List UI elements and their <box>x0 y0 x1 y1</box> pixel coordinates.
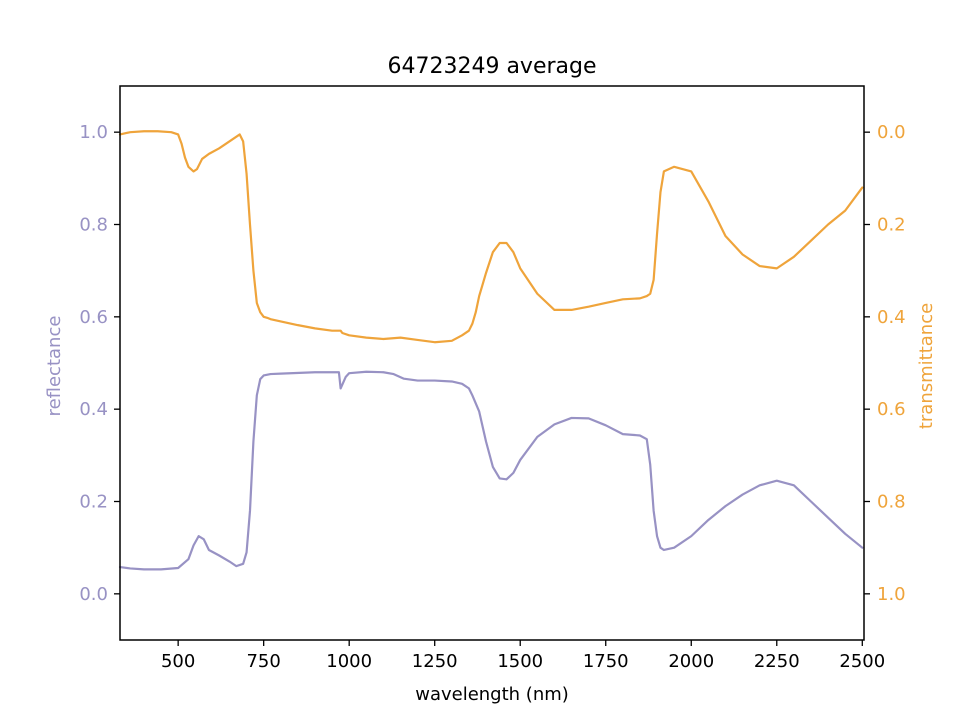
x-axis-label: wavelength (nm) <box>415 684 569 705</box>
x-tick-label-1000: 1000 <box>326 651 372 672</box>
left-y-tick-label-0-8: 0.8 <box>79 215 108 236</box>
plot-frame <box>119 85 865 641</box>
left-y-tick-label-0-4: 0.4 <box>79 399 108 420</box>
x-tick-label-1500: 1500 <box>497 651 543 672</box>
chart-title: 64723249 average <box>387 54 596 79</box>
x-tick-label-2000: 2000 <box>668 651 714 672</box>
right-y-tick-label-0-2: 0.2 <box>877 215 906 236</box>
plot-layer <box>118 130 864 571</box>
x-tick-label-1250: 1250 <box>412 651 458 672</box>
transmittance-line <box>118 130 864 344</box>
left-y-tick-label-1: 1.0 <box>79 122 108 143</box>
left-y-axis-label: reflectance <box>44 316 65 417</box>
left-y-tick-label-0-2: 0.2 <box>79 492 108 513</box>
ticks-layer: 500 750 1000 1250 1500 1750 2000 2250 2500 0.0 0.2… <box>79 122 905 672</box>
left-y-tick-label-0: 0.0 <box>79 584 108 605</box>
right-y-tick-label-1: 1.0 <box>877 584 906 605</box>
reflectance-line <box>118 370 864 571</box>
x-tick-label-2500: 2500 <box>839 651 885 672</box>
right-y-axis-label: transmittance <box>916 303 937 429</box>
left-y-tick-label-0-6: 0.6 <box>79 307 108 328</box>
x-tick-label-2250: 2250 <box>754 651 800 672</box>
right-y-tick-label-0-8: 0.8 <box>877 492 906 513</box>
right-y-tick-label-0-4: 0.4 <box>877 307 906 328</box>
x-tick-label-1750: 1750 <box>583 651 629 672</box>
x-tick-label-750: 750 <box>246 651 280 672</box>
right-y-tick-label-0-6: 0.6 <box>877 399 906 420</box>
x-tick-label-500: 500 <box>161 651 195 672</box>
right-y-tick-label-0: 0.0 <box>877 122 906 143</box>
